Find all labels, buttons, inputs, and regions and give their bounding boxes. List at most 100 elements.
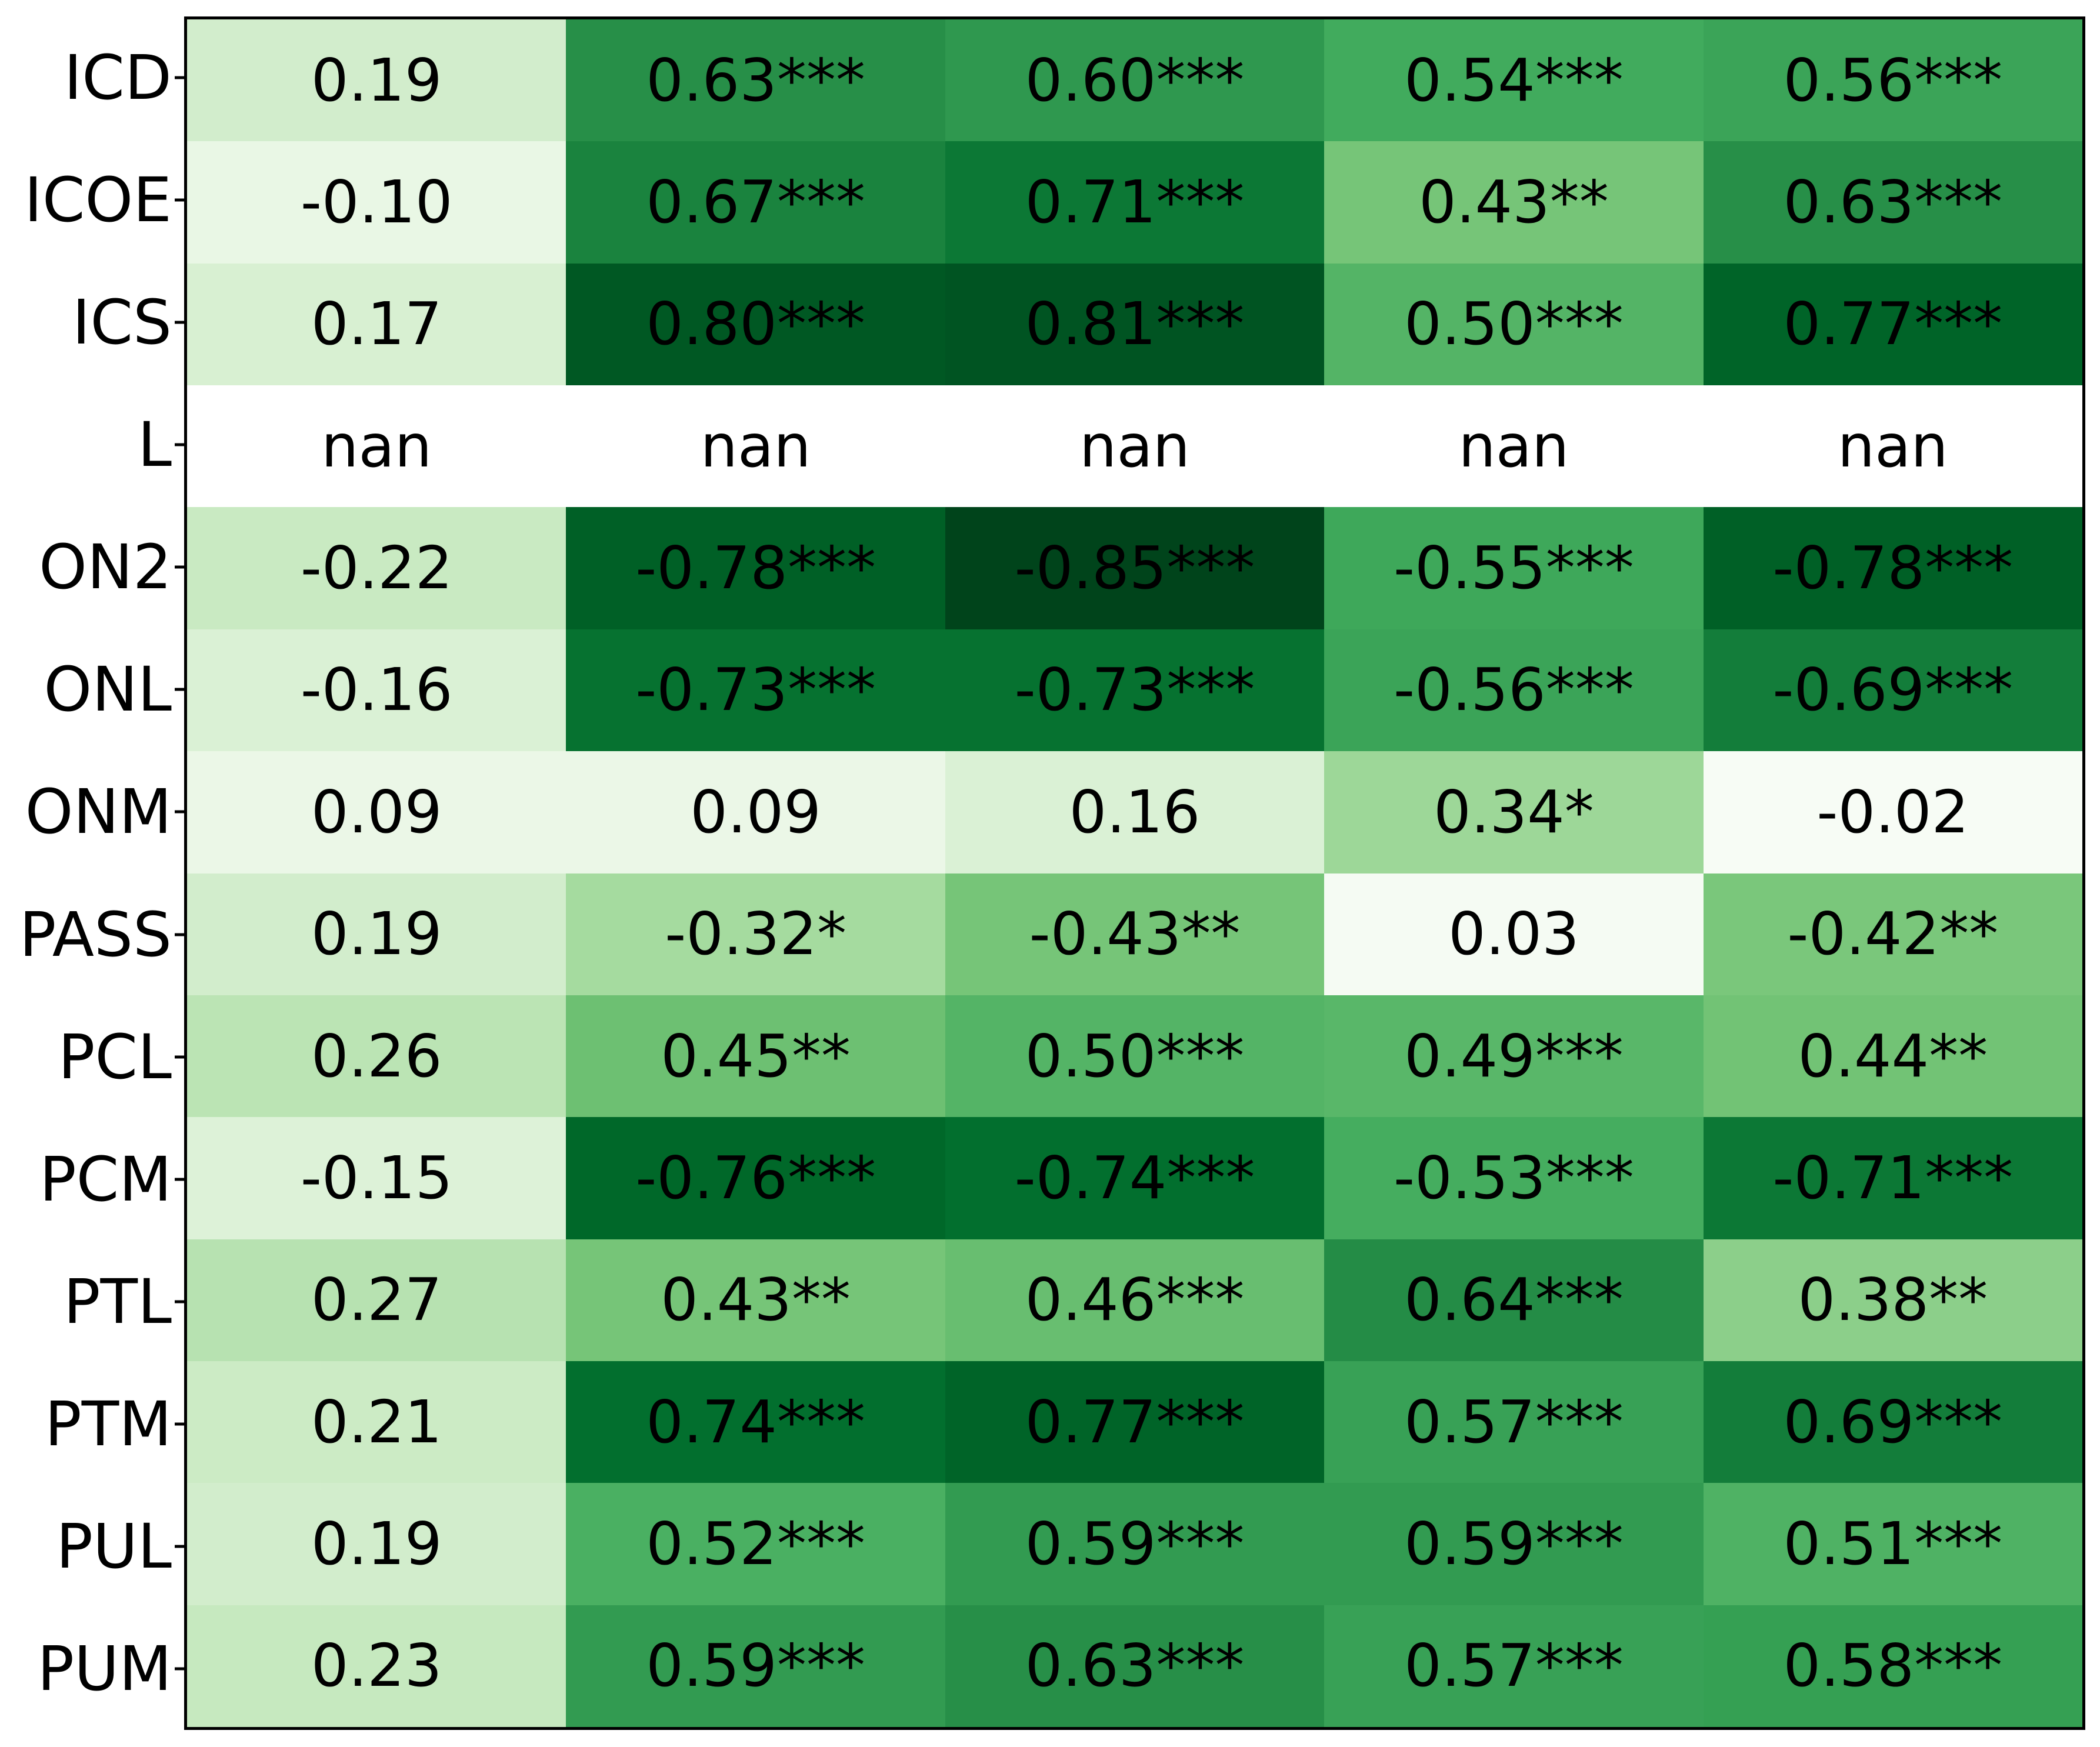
heatmap-cell: -0.15 — [187, 1117, 566, 1239]
row-label: ONM — [25, 776, 172, 848]
row-label: PTM — [45, 1388, 172, 1460]
row-label: PCM — [39, 1143, 172, 1215]
heatmap-cell: -0.85*** — [945, 507, 1325, 629]
heatmap-cell: -0.02 — [1703, 751, 2082, 874]
heatmap-cell: 0.23 — [187, 1605, 566, 1727]
heatmap-cell: 0.59*** — [1324, 1483, 1704, 1605]
y-tick-mark — [175, 565, 184, 569]
heatmap-cell: nan — [566, 385, 945, 508]
heatmap-cell: -0.42** — [1703, 873, 2082, 995]
heatmap-cell: -0.53*** — [1324, 1117, 1704, 1239]
heatmap-cell: 0.57*** — [1324, 1605, 1704, 1727]
heatmap-cell: 0.58*** — [1703, 1605, 2082, 1727]
heatmap-cell: nan — [1703, 385, 2082, 508]
heatmap-cell: 0.71*** — [945, 141, 1325, 264]
y-tick-mark — [175, 76, 184, 79]
y-tick-mark — [175, 1178, 184, 1181]
heatmap-cell: 0.56*** — [1703, 19, 2082, 142]
heatmap-cell: 0.43** — [566, 1239, 945, 1361]
y-tick-mark — [175, 1055, 184, 1059]
row-label: ONL — [44, 654, 172, 726]
row-label: PTL — [63, 1265, 172, 1338]
heatmap-cell: -0.76*** — [566, 1117, 945, 1239]
row-label: ON2 — [39, 531, 172, 604]
heatmap-cell: 0.59*** — [945, 1483, 1325, 1605]
heatmap-cell: 0.09 — [187, 751, 566, 874]
heatmap-cell: 0.77*** — [1703, 263, 2082, 386]
y-axis-labels: ICD ICOE ICS L ON2 ONL ONM PASS PCL PCM PTL PTM PUL P… — [0, 16, 172, 1730]
heatmap-cell: 0.17 — [187, 263, 566, 386]
heatmap-cell: 0.81*** — [945, 263, 1325, 386]
heatmap-cell: 0.67*** — [566, 141, 945, 264]
y-tick-mark — [175, 1545, 184, 1548]
heatmap-cell: 0.19 — [187, 1483, 566, 1605]
heatmap-grid: 0.19 0.63*** 0.60*** 0.54*** 0.56*** -0.10 0.6… — [184, 16, 2085, 1730]
heatmap-cell: 0.26 — [187, 995, 566, 1118]
y-tick-mark — [175, 1667, 184, 1671]
heatmap-cell: 0.45** — [566, 995, 945, 1118]
y-tick-mark — [175, 198, 184, 202]
heatmap-cell: -0.73*** — [566, 629, 945, 752]
heatmap-cell: -0.73*** — [945, 629, 1325, 752]
heatmap-cell: 0.43** — [1324, 141, 1704, 264]
heatmap-cell: -0.22 — [187, 507, 566, 629]
heatmap-cell: 0.69*** — [1703, 1361, 2082, 1483]
heatmap-cell: 0.38** — [1703, 1239, 2082, 1361]
y-tick-mark — [175, 688, 184, 691]
y-tick-mark — [175, 1422, 184, 1426]
row-label: PCL — [58, 1021, 172, 1093]
heatmap-cell: -0.55*** — [1324, 507, 1704, 629]
heatmap-cell: 0.46*** — [945, 1239, 1325, 1361]
heatmap-cell: 0.74*** — [566, 1361, 945, 1483]
heatmap-cell: -0.71*** — [1703, 1117, 2082, 1239]
heatmap-cell: 0.54*** — [1324, 19, 1704, 142]
y-tick-mark — [175, 1300, 184, 1303]
heatmap-cell: 0.16 — [945, 751, 1325, 874]
heatmap-cell: 0.59*** — [566, 1605, 945, 1727]
heatmap-cell: 0.50*** — [1324, 263, 1704, 386]
y-tick-mark — [175, 810, 184, 814]
heatmap-cell: -0.56*** — [1324, 629, 1704, 752]
heatmap-cell: -0.43** — [945, 873, 1325, 995]
heatmap-cell: -0.32* — [566, 873, 945, 995]
y-axis-ticks — [175, 16, 184, 1730]
row-label: PUL — [56, 1510, 172, 1582]
y-tick-mark — [175, 933, 184, 936]
heatmap-cell: 0.34* — [1324, 751, 1704, 874]
heatmap-cell: 0.80*** — [566, 263, 945, 386]
heatmap-cell: 0.63*** — [945, 1605, 1325, 1727]
y-tick-mark — [175, 443, 184, 446]
row-label: PUM — [37, 1632, 172, 1705]
heatmap-cell: 0.27 — [187, 1239, 566, 1361]
heatmap-cell: 0.19 — [187, 873, 566, 995]
heatmap-cell: 0.52*** — [566, 1483, 945, 1605]
heatmap-cell: 0.09 — [566, 751, 945, 874]
row-label: ICOE — [24, 164, 172, 236]
row-label: ICD — [64, 42, 172, 114]
heatmap-cell: -0.69*** — [1703, 629, 2082, 752]
heatmap-cell: 0.51*** — [1703, 1483, 2082, 1605]
heatmap-cell: nan — [187, 385, 566, 508]
heatmap-cell: 0.19 — [187, 19, 566, 142]
y-tick-mark — [175, 321, 184, 324]
heatmap-cell: 0.44** — [1703, 995, 2082, 1118]
heatmap-cell: 0.63*** — [1703, 141, 2082, 264]
row-label: L — [138, 409, 172, 481]
heatmap-cell: -0.78*** — [566, 507, 945, 629]
heatmap-cell: nan — [1324, 385, 1704, 508]
heatmap-cell: 0.60*** — [945, 19, 1325, 142]
heatmap-cell: 0.21 — [187, 1361, 566, 1483]
heatmap-cell: 0.49*** — [1324, 995, 1704, 1118]
heatmap-cell: 0.64*** — [1324, 1239, 1704, 1361]
heatmap-cell: 0.03 — [1324, 873, 1704, 995]
heatmap-cell: 0.77*** — [945, 1361, 1325, 1483]
heatmap-cell: 0.63*** — [566, 19, 945, 142]
heatmap-cell: 0.57*** — [1324, 1361, 1704, 1483]
row-label: PASS — [19, 898, 172, 971]
heatmap-cell: -0.78*** — [1703, 507, 2082, 629]
heatmap-cell: -0.10 — [187, 141, 566, 264]
heatmap-cell: 0.50*** — [945, 995, 1325, 1118]
row-label: ICS — [72, 286, 172, 359]
heatmap-cell: nan — [945, 385, 1325, 508]
